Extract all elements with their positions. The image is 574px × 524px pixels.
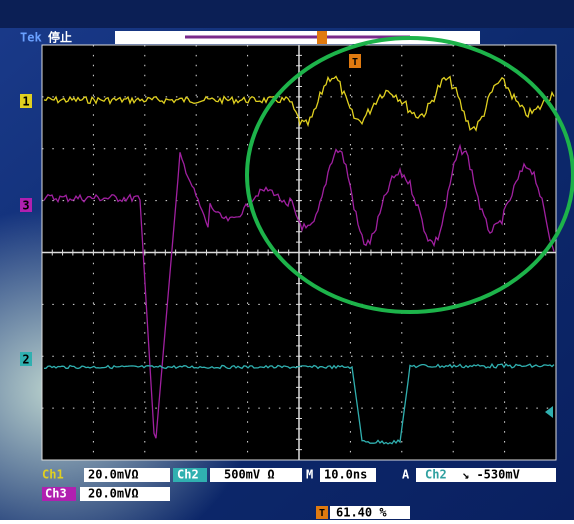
trigger-marker-label: T (352, 57, 358, 68)
brand: Tek (20, 31, 42, 45)
trigger-position-marker (317, 31, 327, 44)
position-label: T (319, 508, 325, 519)
trigger-source: Ch2 (425, 468, 447, 482)
ch1-marker-label: 1 (22, 95, 29, 109)
ch3-label: Ch3 (45, 487, 67, 501)
ch3-marker-label: 3 (22, 199, 29, 213)
ch2-label: Ch2 (177, 468, 199, 482)
position: 61.40 % (336, 506, 387, 520)
top-frame (0, 0, 574, 28)
time-label: M (306, 468, 313, 482)
ch2-scale: 500mV Ω (224, 468, 275, 482)
ch1-label: Ch1 (42, 468, 64, 482)
trigger-level: ↘ -530mV (462, 468, 520, 482)
oscilloscope-screen: Tek 停止 T 1 3 2 Ch1 20.0mVΩ Ch2 500mV Ω M… (0, 0, 574, 520)
ch3-scale: 20.0mVΩ (88, 487, 139, 501)
trigger-label: A (402, 468, 410, 482)
time-scale: 10.0ns (324, 468, 367, 482)
ch2-marker-label: 2 (22, 353, 29, 367)
run-state: 停止 (48, 30, 72, 45)
ch1-scale: 20.0mVΩ (88, 468, 139, 482)
